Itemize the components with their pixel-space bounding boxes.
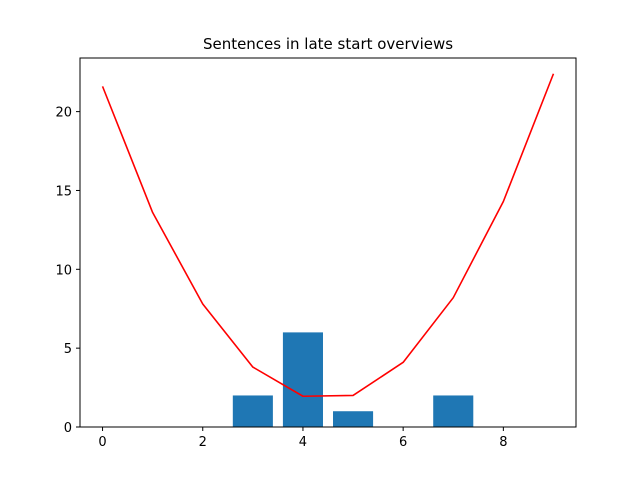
- x-tick-label-8: 8: [499, 435, 507, 450]
- y-tick-label-15: 15: [55, 184, 72, 199]
- plot-frame: [79, 57, 577, 428]
- bar-group: [232, 332, 474, 427]
- x-tick-label-2: 2: [199, 435, 207, 450]
- x-tick-label-6: 6: [399, 435, 407, 450]
- chart-title: Sentences in late start overviews: [203, 35, 453, 53]
- fit-line: [101, 73, 555, 398]
- x-axis: 0 2 4 6 8: [98, 427, 507, 450]
- x-tick-label-0: 0: [98, 435, 106, 450]
- bar-5: [333, 411, 374, 427]
- x-tick-label-4: 4: [299, 435, 307, 450]
- y-tick-label-20: 20: [55, 106, 72, 121]
- bar-7: [433, 395, 474, 427]
- bar-3: [232, 395, 273, 427]
- y-tick-label-0: 0: [64, 421, 72, 436]
- y-axis: 0 5 10 15 20: [55, 106, 80, 436]
- line-group: [101, 73, 555, 398]
- y-tick-label-5: 5: [64, 342, 72, 357]
- bar-4: [282, 332, 323, 427]
- y-tick-label-10: 10: [55, 263, 72, 278]
